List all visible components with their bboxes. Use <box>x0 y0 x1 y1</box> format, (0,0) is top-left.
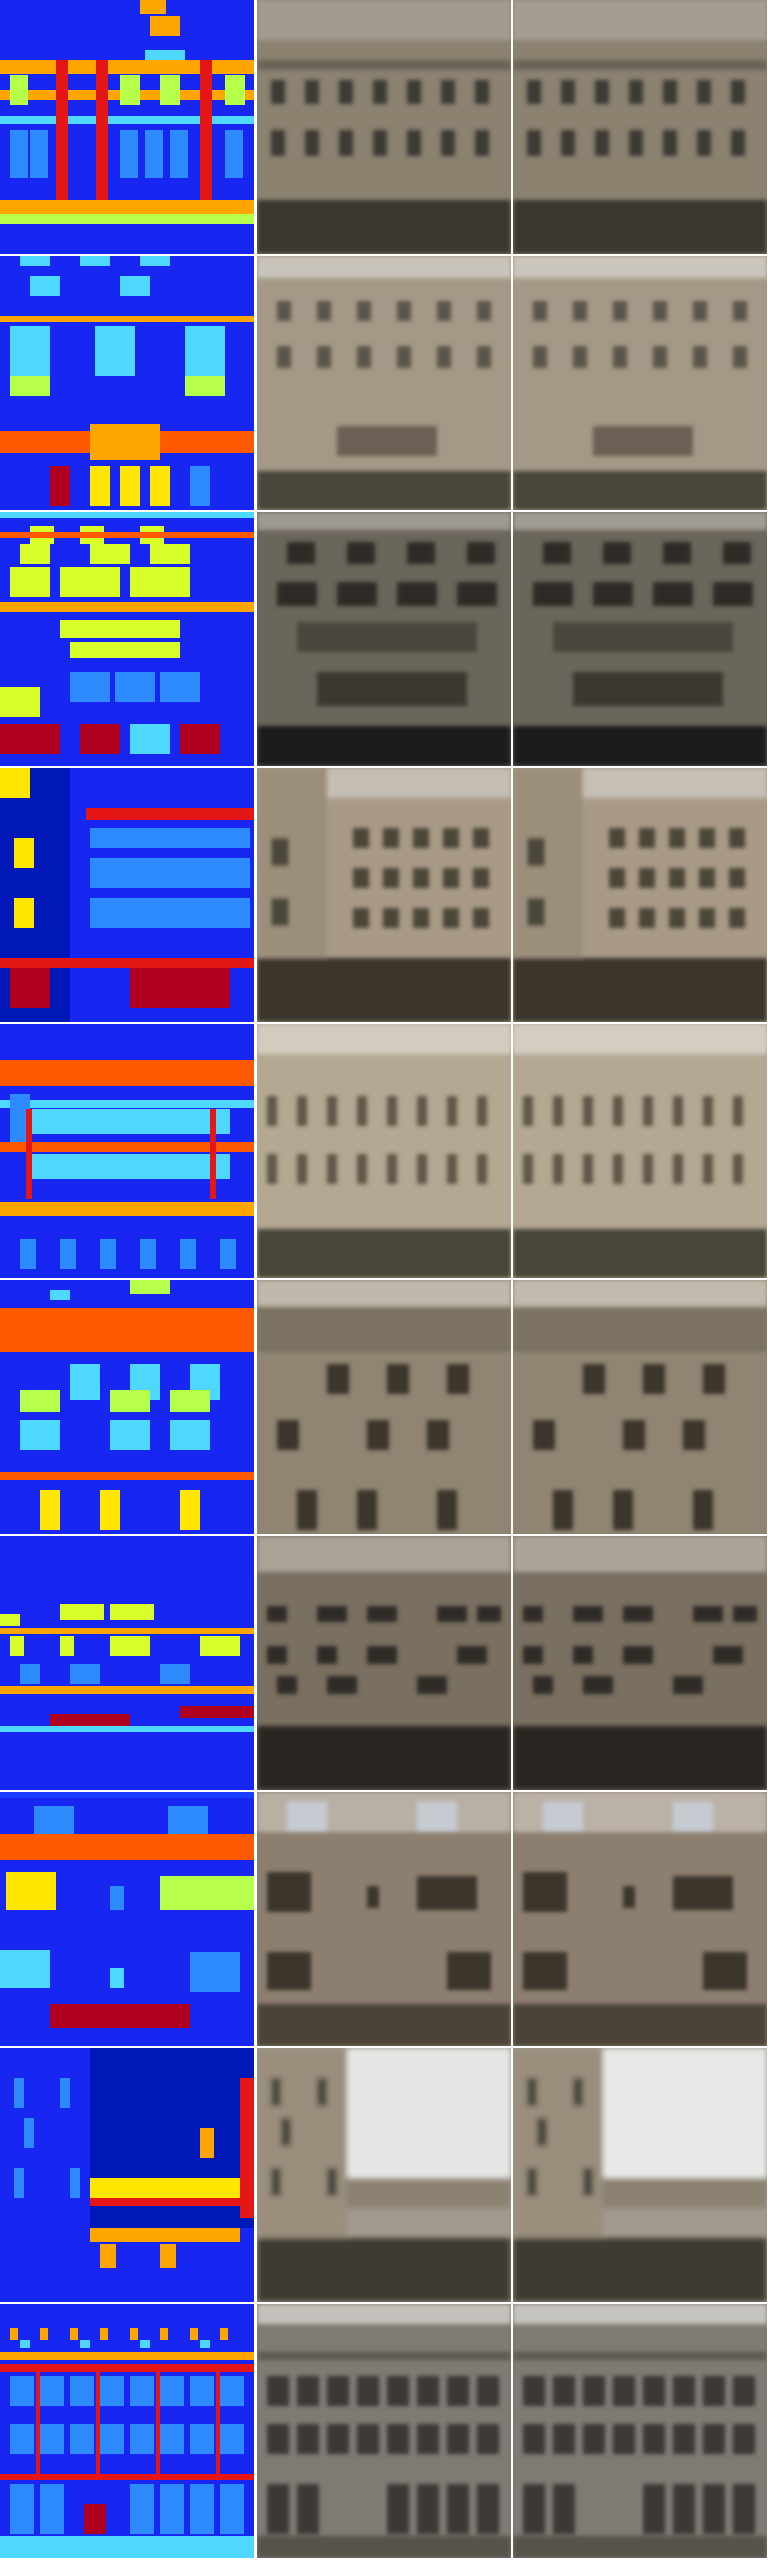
generated-facade <box>257 256 511 510</box>
generated-facade-a <box>257 256 511 510</box>
generated-facade <box>513 2048 767 2302</box>
label-map <box>0 1792 254 2046</box>
label-map <box>0 512 254 766</box>
generated-facade <box>513 1024 767 1278</box>
generated-facade <box>257 2048 511 2302</box>
generated-facade <box>513 2304 767 2558</box>
grid-row <box>0 2048 768 2304</box>
generated-facade-b <box>513 256 768 510</box>
generated-facade-a <box>257 1536 511 1790</box>
generated-facade-a <box>257 512 511 766</box>
generated-facade <box>257 768 511 1022</box>
generated-facade <box>513 0 767 254</box>
generated-facade-a <box>257 2048 511 2302</box>
label-map <box>0 0 254 254</box>
label-map <box>0 2304 254 2558</box>
generated-facade <box>513 1280 767 1534</box>
label-map <box>0 1280 254 1534</box>
generated-facade-b <box>513 1536 768 1790</box>
label-map <box>0 256 254 510</box>
generated-facade <box>257 1792 511 2046</box>
generated-facade-b <box>513 512 768 766</box>
generated-facade <box>513 1536 767 1790</box>
generated-facade <box>513 512 767 766</box>
generated-facade-a <box>257 1280 511 1534</box>
label-map-tile <box>0 256 254 510</box>
generated-facade-a <box>257 0 511 254</box>
generated-facade-a <box>257 2304 511 2558</box>
grid-row <box>0 1280 768 1536</box>
generated-facade <box>513 768 767 1022</box>
generated-facade <box>257 512 511 766</box>
grid-row <box>0 1792 768 2048</box>
label-map-tile <box>0 512 254 766</box>
label-map-tile <box>0 2048 254 2302</box>
label-map-tile <box>0 2304 254 2558</box>
generated-facade-b <box>513 768 768 1022</box>
generated-facade-b <box>513 1280 768 1534</box>
grid-row <box>0 1024 768 1280</box>
generated-facade-b <box>513 1792 768 2046</box>
generated-facade <box>257 1280 511 1534</box>
grid-row <box>0 768 768 1024</box>
label-map <box>0 1536 254 1790</box>
generated-facade-b <box>513 1024 768 1278</box>
label-map <box>0 1024 254 1278</box>
generated-facade-a <box>257 1792 511 2046</box>
generated-facade-b <box>513 0 768 254</box>
label-map <box>0 768 254 1022</box>
grid-row <box>0 2304 768 2560</box>
generated-facade-b <box>513 2304 768 2558</box>
generated-facade-a <box>257 768 511 1022</box>
generated-facade-a <box>257 1024 511 1278</box>
label-map-tile <box>0 1280 254 1534</box>
label-map-tile <box>0 1792 254 2046</box>
label-map <box>0 2048 254 2302</box>
generated-facade <box>257 1024 511 1278</box>
generated-facade <box>513 256 767 510</box>
grid-row <box>0 1536 768 1792</box>
generated-facade <box>257 2304 511 2558</box>
label-map-tile <box>0 0 254 254</box>
label-map-tile <box>0 1536 254 1790</box>
generated-facade <box>257 1536 511 1790</box>
grid-row <box>0 0 768 256</box>
grid-row <box>0 512 768 768</box>
generated-facade-b <box>513 2048 768 2302</box>
grid-row <box>0 256 768 512</box>
label-map-tile <box>0 1024 254 1278</box>
generated-facade <box>257 0 511 254</box>
generated-facade <box>513 1792 767 2046</box>
label-map-tile <box>0 768 254 1022</box>
